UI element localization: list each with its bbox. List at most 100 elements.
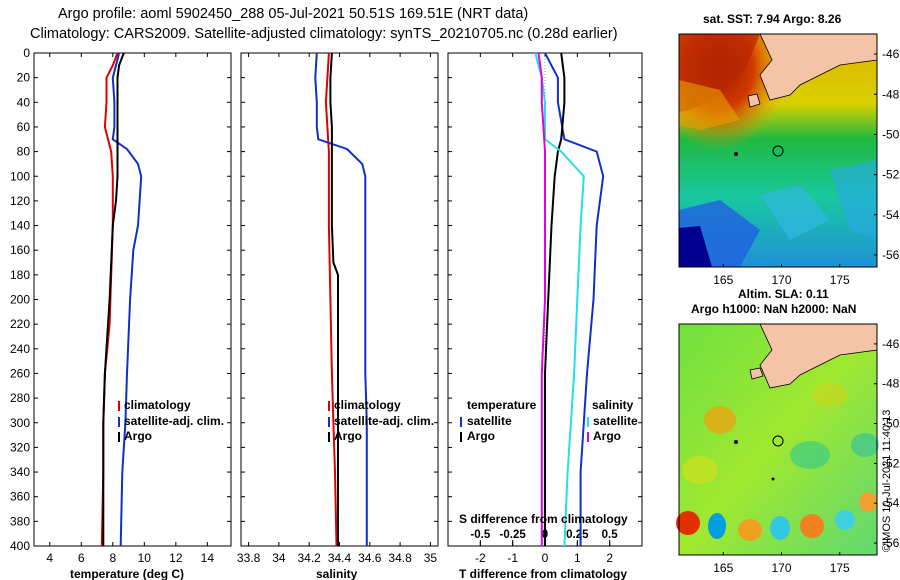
map-lat-label: -46 xyxy=(882,337,900,351)
map-lat-label: -52 xyxy=(882,456,900,470)
ytick-label: 240 xyxy=(10,342,30,356)
ytick-label: 220 xyxy=(10,317,30,331)
map-lat-label: -46 xyxy=(882,47,900,61)
xtick-top-label: 0.5 xyxy=(602,529,619,541)
xtick-label: 2 xyxy=(606,551,613,565)
temperature-legend: climatology satellite-adj. clim. Argo xyxy=(118,398,224,443)
map-lon-label: 175 xyxy=(830,561,850,575)
ytick-label: 20 xyxy=(17,71,31,85)
legend-t-argo: Argo xyxy=(467,429,495,443)
ytick-label: 180 xyxy=(10,268,30,282)
xtick-label: 8 xyxy=(109,551,116,565)
series-s-argo xyxy=(537,52,546,546)
map-lon-label: 170 xyxy=(771,273,791,287)
map-lat-label: -56 xyxy=(882,536,900,550)
xtick-label: 34.6 xyxy=(358,551,382,565)
legend-s-satellite: satellite xyxy=(593,414,638,428)
legend-s-argo: Argo xyxy=(593,429,621,443)
xtick-top-label: -0.5 xyxy=(470,529,490,541)
ytick-label: 280 xyxy=(10,391,30,405)
xtick-label: 4 xyxy=(46,551,53,565)
series-t-satellite xyxy=(544,52,605,546)
xtick-top-label: 0.25 xyxy=(566,529,589,541)
title-line-1: Argo profile: aoml 5902450_288 05-Jul-20… xyxy=(58,6,529,22)
xtick-label: 12 xyxy=(169,551,183,565)
map-lat-label: -52 xyxy=(882,168,900,182)
map-lat-label: -50 xyxy=(882,417,900,431)
ytick-label: 260 xyxy=(10,366,30,380)
sst-map-title: sat. SST: 7.94 Argo: 8.26 xyxy=(703,12,842,26)
temperature-axes xyxy=(33,52,232,547)
xtick-label: 6 xyxy=(78,551,85,565)
legend-satellite-adj: satellite-adj. clim. xyxy=(124,414,224,428)
legend-climatology: climatology xyxy=(124,398,191,412)
legend-temperature-title: temperature xyxy=(467,398,537,412)
sla-map xyxy=(676,323,879,556)
series-t-argo xyxy=(544,52,566,546)
map-lon-label: 165 xyxy=(713,561,733,575)
argo-location-marker-sla xyxy=(772,435,784,447)
title-line-2: Climatology: CARS2009. Satellite-adjuste… xyxy=(30,26,618,42)
series-climatology xyxy=(324,52,338,547)
difference-legend: temperature satellite Argo salinity sate… xyxy=(460,398,638,443)
map-lon-label: 175 xyxy=(830,273,850,287)
xtick-label: -2 xyxy=(475,551,486,565)
xtick-label: 10 xyxy=(138,551,152,565)
ytick-label: 60 xyxy=(17,120,31,134)
t-difference-xlabel: T difference from climatology xyxy=(459,567,627,580)
series-argo xyxy=(102,52,125,546)
series-satellite-adj-clim- xyxy=(314,52,368,546)
xtick-label: 34.2 xyxy=(298,551,322,565)
xtick-label: 14 xyxy=(201,551,215,565)
series-argo xyxy=(329,52,339,546)
sla-map-title-2: Argo h1000: NaN h2000: NaN xyxy=(691,302,857,316)
xtick-label: 34.8 xyxy=(388,551,412,565)
s-difference-xlabel: S difference from climatology xyxy=(459,512,628,526)
series-satellite-adj-clim- xyxy=(111,52,143,547)
ytick-label: 120 xyxy=(10,194,30,208)
salinity-legend: climatology satellite-adj. clim. Argo xyxy=(328,398,434,443)
argo-location-marker xyxy=(772,145,784,157)
sst-map xyxy=(678,33,878,268)
sla-map-title-1: Altim. SLA: 0.11 xyxy=(738,287,829,301)
map-lat-label: -48 xyxy=(882,87,900,101)
ytick-label: 80 xyxy=(17,145,31,159)
map-lat-label: -50 xyxy=(882,127,900,141)
xtick-label: 0 xyxy=(542,551,549,565)
map-lon-label: 165 xyxy=(713,273,733,287)
xtick-label: 34.4 xyxy=(328,551,352,565)
map-lon-label: 170 xyxy=(771,561,791,575)
ytick-label: 0 xyxy=(23,46,30,60)
series-s-satellite xyxy=(534,52,585,547)
ytick-label: 400 xyxy=(10,539,30,553)
ytick-label: 300 xyxy=(10,416,30,430)
map-lat-label: -54 xyxy=(882,496,900,510)
ytick-label: 140 xyxy=(10,219,30,233)
imos-timestamp: ©IMOS 10-Jul-2021 11:40:13 xyxy=(881,409,893,552)
xtick-top-label: -0.25 xyxy=(500,529,527,541)
ytick-label: 380 xyxy=(10,514,30,528)
salinity-xlabel: salinity xyxy=(316,567,358,580)
xtick-label: 34 xyxy=(272,551,286,565)
ytick-label: 100 xyxy=(10,169,30,183)
map-lat-label: -48 xyxy=(882,377,900,391)
legend-satellite-adj-s: satellite-adj. clim. xyxy=(334,414,434,428)
ytick-label: 160 xyxy=(10,243,30,257)
xtick-label: 33.8 xyxy=(237,551,261,565)
legend-climatology-s: climatology xyxy=(334,398,401,412)
ytick-label: 360 xyxy=(10,490,30,504)
legend-salinity-title: salinity xyxy=(592,398,634,412)
ytick-label: 320 xyxy=(10,440,30,454)
ytick-label: 40 xyxy=(17,95,31,109)
xtick-label: 35 xyxy=(424,551,438,565)
salinity-axes xyxy=(240,52,439,547)
xtick-label: 1 xyxy=(574,551,581,565)
temperature-xlabel: temperature (deg C) xyxy=(70,567,184,580)
map-lat-label: -56 xyxy=(882,248,900,262)
legend-argo-s: Argo xyxy=(334,429,362,443)
legend-argo: Argo xyxy=(124,429,152,443)
xtick-label: -1 xyxy=(507,551,518,565)
ytick-label: 200 xyxy=(10,293,30,307)
map-lat-label: -54 xyxy=(882,208,900,222)
